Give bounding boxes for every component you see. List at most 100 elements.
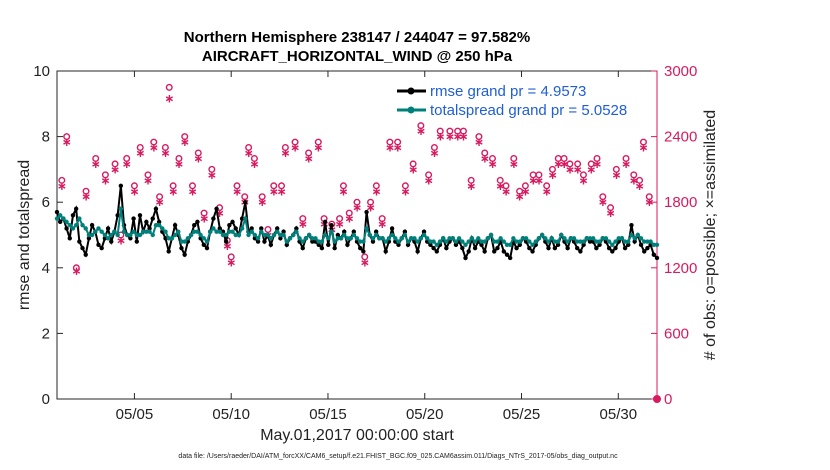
obs-assimilated-point: ∗ bbox=[269, 184, 279, 198]
totalspread-point bbox=[517, 239, 522, 244]
obs-possible-point bbox=[161, 144, 169, 152]
totalspread-point bbox=[332, 239, 337, 244]
obs-possible-point bbox=[394, 138, 402, 146]
totalspread-point bbox=[201, 236, 207, 241]
totalspread-point bbox=[351, 232, 357, 238]
totalspread-point bbox=[342, 232, 347, 238]
rmse-point bbox=[131, 216, 136, 221]
totalspread-point bbox=[409, 236, 414, 241]
rmse-point bbox=[137, 213, 143, 218]
rmse-point bbox=[610, 249, 615, 254]
totalspread-point bbox=[102, 232, 108, 238]
obs-assimilated-point: ∗ bbox=[501, 184, 511, 198]
totalspread-point bbox=[297, 236, 302, 241]
obs-possible-point bbox=[622, 154, 630, 162]
obs-possible-point bbox=[361, 253, 369, 261]
rmse-point bbox=[638, 242, 644, 248]
totalspread-point bbox=[230, 229, 235, 234]
rmse-point bbox=[613, 245, 618, 251]
totalspread-point bbox=[137, 232, 143, 238]
totalspread-point bbox=[249, 229, 254, 234]
obs-possible-point bbox=[521, 182, 529, 190]
totalspread-point bbox=[575, 239, 580, 244]
x-tick-label: 05/15 bbox=[309, 406, 347, 423]
obs-possible-point bbox=[264, 226, 272, 234]
rmse-point bbox=[431, 245, 436, 251]
totalspread-point bbox=[361, 239, 366, 244]
rmse-point bbox=[204, 245, 210, 251]
obs-possible-point bbox=[386, 138, 394, 146]
rmse-point bbox=[645, 245, 650, 251]
totalspread-point bbox=[131, 229, 136, 234]
rmse-point bbox=[179, 245, 184, 251]
rmse-point bbox=[651, 252, 657, 257]
totalspread-point bbox=[402, 232, 408, 238]
rmse-point bbox=[396, 242, 401, 248]
totalspread-point bbox=[214, 229, 219, 234]
obs-assimilated-point: ∗ bbox=[335, 217, 345, 231]
rmse-point bbox=[402, 229, 408, 234]
y-left-tick-label: 0 bbox=[42, 391, 50, 408]
totalspread-point bbox=[243, 216, 248, 221]
obs-possible-point bbox=[92, 154, 100, 162]
rmse-point bbox=[144, 219, 149, 225]
rmse-point bbox=[233, 226, 238, 231]
totalspread-point bbox=[300, 239, 305, 244]
x-tick-label: 05/25 bbox=[503, 406, 541, 423]
obs-possible-point bbox=[200, 209, 208, 217]
obs-possible-point bbox=[593, 154, 601, 162]
totalspread-point bbox=[568, 236, 574, 241]
y-axis-left-label: rmse and totalspread bbox=[16, 160, 33, 310]
rmse-point bbox=[421, 229, 427, 234]
x-tick-label: 05/05 bbox=[116, 406, 154, 423]
obs-assimilated-point: ∗ bbox=[110, 162, 120, 176]
totalspread-point bbox=[571, 236, 577, 241]
totalspread-point bbox=[450, 236, 455, 241]
obs-assimilated-point: ∗ bbox=[578, 173, 588, 187]
obs-zero-marker bbox=[653, 395, 661, 403]
rmse-point bbox=[310, 239, 315, 244]
rmse-point bbox=[587, 239, 593, 244]
rmse-point bbox=[575, 245, 580, 251]
obs-assimilated-point: ∗ bbox=[400, 184, 410, 198]
rmse-point bbox=[578, 249, 583, 254]
rmse-point bbox=[326, 242, 331, 248]
obs-possible-point bbox=[299, 215, 307, 223]
rmse-point bbox=[335, 232, 341, 238]
obs-assimilated-point: ∗ bbox=[338, 184, 348, 198]
rmse-point bbox=[96, 242, 101, 248]
legend: rmse grand pr = 4.9573 totalspread grand… bbox=[397, 83, 627, 119]
rmse-point bbox=[211, 216, 216, 221]
obs-assimilated-point: ∗ bbox=[487, 157, 497, 171]
rmse-point bbox=[268, 242, 274, 248]
obs-assimilated-point: ∗ bbox=[276, 184, 286, 198]
obs-possible-point bbox=[543, 182, 551, 190]
obs-possible-point bbox=[467, 176, 475, 184]
totalspread-point bbox=[115, 232, 120, 238]
chart-title-line1: Northern Hemisphere 238147 / 244047 = 97… bbox=[184, 29, 530, 46]
obs-assimilated-point: ∗ bbox=[164, 91, 174, 105]
obs-assimilated-point: ∗ bbox=[174, 157, 184, 171]
totalspread-point bbox=[431, 239, 436, 244]
totalspread-point bbox=[495, 239, 500, 244]
rmse-point bbox=[182, 252, 187, 257]
totalspread-point bbox=[185, 236, 191, 241]
obs-assimilated-point: ∗ bbox=[232, 184, 242, 198]
obs-assimilated-point: ∗ bbox=[222, 239, 232, 253]
rmse-point bbox=[281, 229, 286, 234]
obs-assimilated-point: ∗ bbox=[435, 130, 445, 144]
obs-possible-point bbox=[481, 149, 489, 157]
obs-possible-point bbox=[245, 144, 253, 152]
rmse-point bbox=[166, 249, 171, 254]
totalspread-point bbox=[437, 239, 443, 244]
totalspread-point bbox=[629, 232, 634, 238]
legend-rmse-marker bbox=[407, 87, 415, 95]
rmse-point bbox=[434, 249, 439, 254]
rmse-point bbox=[249, 226, 254, 231]
obs-possible-point bbox=[607, 204, 615, 212]
totalspread-point bbox=[638, 236, 644, 241]
x-tick-label: 05/30 bbox=[600, 406, 638, 423]
obs-assimilated-point: ∗ bbox=[226, 255, 236, 269]
rmse-point bbox=[555, 242, 561, 248]
obs-assimilated-point: ∗ bbox=[445, 130, 455, 144]
